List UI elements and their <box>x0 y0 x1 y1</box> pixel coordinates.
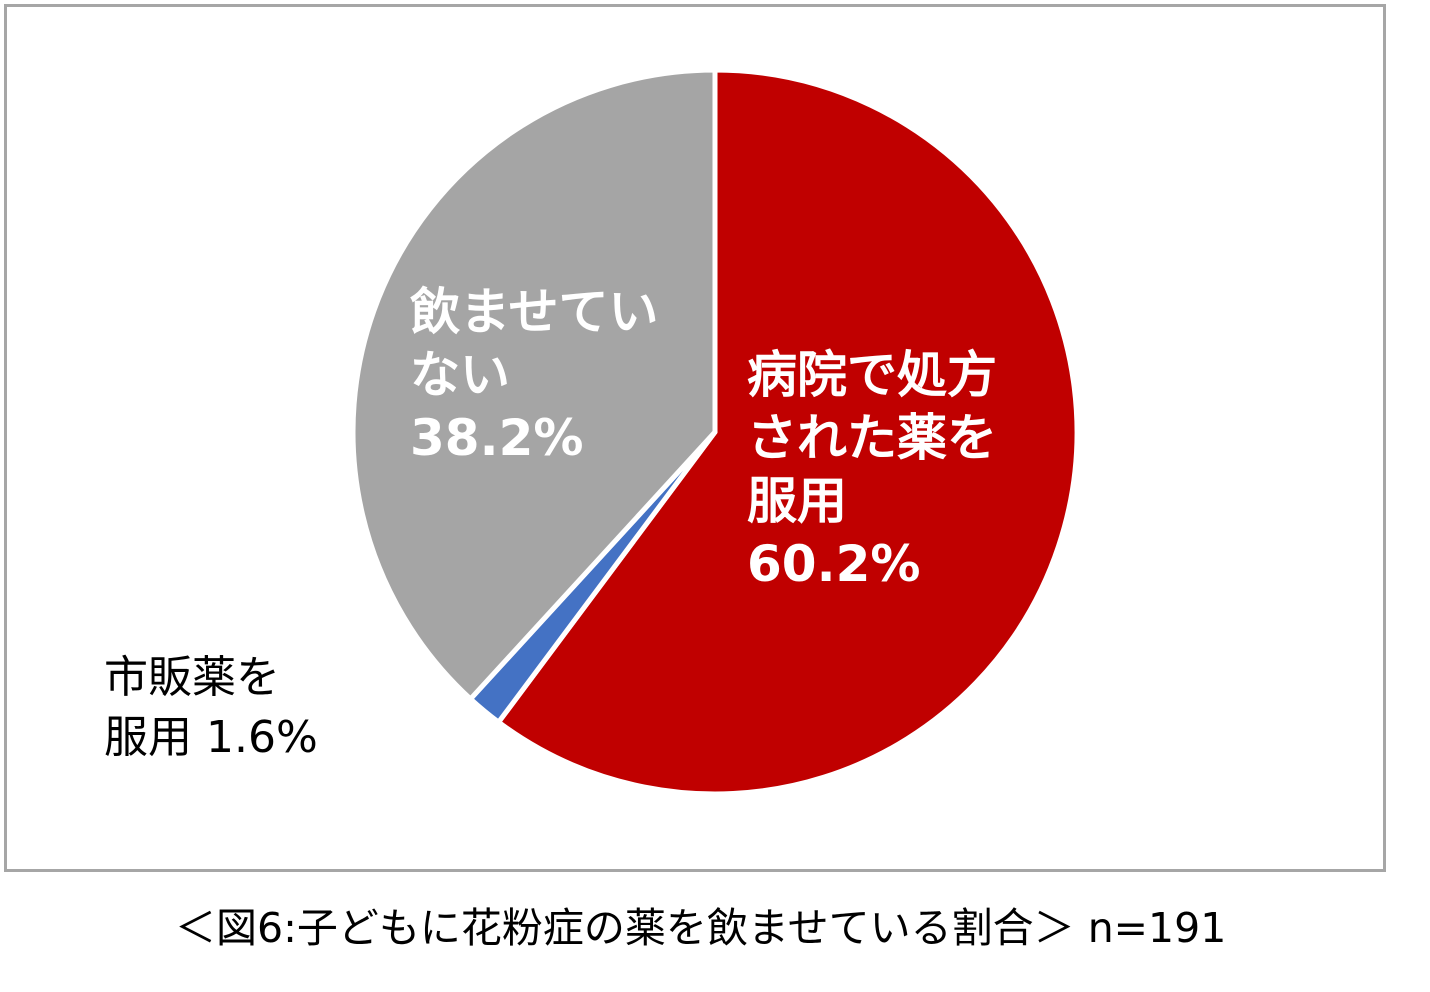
chart-caption: ＜図6:子どもに花粉症の薬を飲ませている割合＞ n=191 <box>175 904 1227 952</box>
slice-label-otc-text: 服用 <box>104 712 192 763</box>
slice-label-otc-line-1: 市販薬を <box>104 652 280 703</box>
slice-label-prescribed-line-1: 病院で処方 <box>747 346 997 404</box>
slice-label-none: 飲ませてい ない 38.2% <box>410 281 659 470</box>
pie-slice-prescribed <box>496 67 1080 797</box>
slice-label-otc: 市販薬を 服用 1.6% <box>104 648 318 768</box>
slice-label-prescribed: 病院で処方 された薬を 服用 60.2% <box>747 344 997 596</box>
slice-label-prescribed-line-2: された薬を <box>747 409 997 467</box>
slice-label-prescribed-line-3: 服用 <box>747 472 847 530</box>
slice-label-none-line-1: 飲ませてい <box>410 283 659 341</box>
slice-label-otc-line-2: 服用 1.6% <box>104 708 318 768</box>
slice-label-none-line-2: ない <box>410 346 510 404</box>
slice-value-prescribed: 60.2% <box>747 535 921 593</box>
slice-value-otc: 1.6% <box>206 712 318 763</box>
slice-value-none: 38.2% <box>410 409 584 467</box>
pie-slice-none <box>350 67 718 702</box>
